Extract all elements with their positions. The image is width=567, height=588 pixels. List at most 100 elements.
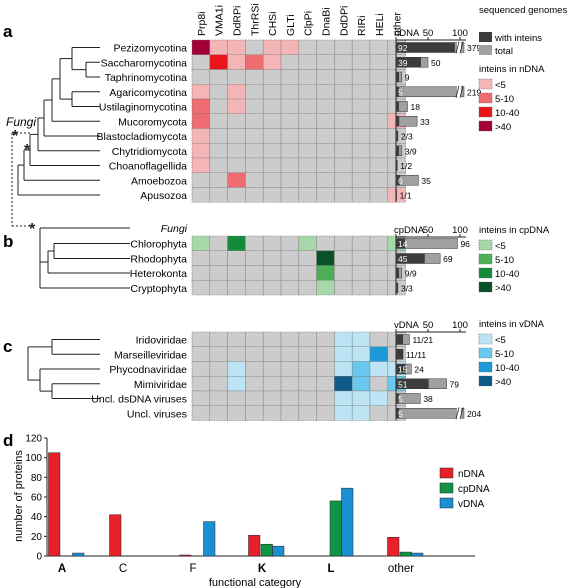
x-axis-label: functional category — [209, 577, 302, 588]
bar-tick-label: 100 — [452, 28, 468, 39]
bar-tick-label: 50 — [423, 225, 434, 236]
legend-swatch — [478, 281, 493, 293]
legend-label: 5-10 — [495, 255, 514, 266]
grid-cell — [351, 235, 371, 252]
grid-cell — [280, 83, 300, 100]
grid-cell — [209, 39, 228, 56]
bar-outer-label: 3/9 — [405, 146, 417, 156]
bar-with-inteins — [396, 268, 399, 278]
grid-cell — [334, 361, 353, 377]
grid-cell — [191, 279, 211, 296]
grid-cell — [191, 390, 211, 407]
grid-cell — [209, 375, 228, 392]
axis-break — [457, 407, 461, 420]
grid-cell — [334, 54, 353, 70]
legend-label: 10-40 — [495, 108, 519, 119]
legend-label: 5-10 — [495, 94, 514, 105]
grid-cell — [209, 250, 228, 266]
legend-swatch — [479, 32, 492, 42]
grid-cell — [262, 250, 282, 266]
grid-cell — [334, 279, 353, 296]
grid-cell — [262, 375, 282, 392]
grid-cell — [280, 187, 300, 203]
grid-cell — [298, 250, 317, 266]
grid-cell — [298, 390, 317, 407]
column-header: ThrRSi — [249, 3, 261, 36]
taxon-label: Ustilaginomycotina — [99, 102, 187, 114]
taxon-label: Saccharomycotina — [101, 57, 188, 69]
grid-cell — [298, 172, 317, 188]
grid-cell — [209, 83, 228, 100]
grid-cell — [298, 279, 317, 296]
bar-total — [395, 86, 465, 97]
legend-label: 10-40 — [495, 269, 519, 280]
grid-cell — [209, 390, 228, 407]
grid-cell — [245, 128, 264, 144]
grid-cell — [227, 361, 246, 377]
grid-cell — [298, 361, 317, 377]
grid-cell — [245, 250, 264, 266]
grid-cell — [245, 346, 264, 362]
column-header: DdRPi — [232, 6, 244, 36]
bar-with-inteins — [396, 378, 429, 389]
grid-cell — [316, 346, 335, 362]
grid-cell — [227, 375, 246, 392]
grid-cell — [369, 265, 389, 281]
x-tick-label: A — [58, 563, 66, 575]
grid-cell — [245, 187, 264, 203]
bar-header: cpDNA — [394, 225, 425, 236]
grid-cell — [262, 390, 282, 407]
grid-cell — [191, 405, 211, 421]
panel-a-label: a — [3, 22, 13, 41]
grid-cell — [209, 187, 228, 203]
grid-cell — [262, 142, 282, 159]
grid-cell — [262, 113, 282, 129]
grid-cell — [351, 172, 371, 188]
legend-title: inteins in vDNA — [479, 319, 545, 330]
bar-inner-label: 51 — [398, 379, 408, 389]
grid-cell — [191, 98, 211, 115]
axis-break-mark — [459, 85, 464, 98]
legend-label: >40 — [495, 122, 511, 133]
grid-cell — [227, 157, 246, 174]
axis-break — [457, 85, 461, 98]
column-header: ClpPi — [303, 11, 315, 36]
grid-cell — [245, 172, 264, 188]
grid-cell — [227, 235, 246, 252]
bar-cpDNA-other — [399, 551, 412, 557]
grid-cell — [369, 235, 389, 252]
grid-cell — [351, 128, 371, 144]
grid-cell — [334, 128, 353, 144]
grid-cell — [280, 128, 300, 144]
grid-cell — [227, 128, 246, 144]
grid-cell — [369, 157, 389, 174]
taxon-label: Cryptophyta — [130, 283, 187, 295]
grid-cell — [334, 405, 353, 421]
grid-cell — [369, 361, 389, 377]
grid-cell — [334, 265, 353, 281]
taxon-label: Fungi — [161, 223, 188, 235]
grid-cell — [280, 375, 300, 392]
column-header: CHSi — [267, 11, 279, 36]
grid-cell — [227, 279, 246, 296]
legend-swatch — [478, 78, 493, 90]
grid-cell — [334, 250, 353, 266]
column-header: VMA1i — [214, 5, 226, 36]
grid-cell — [227, 187, 246, 203]
bar-with-inteins — [396, 334, 404, 345]
grid-cell — [369, 187, 389, 203]
legend-title: inteins in nDNA — [479, 64, 545, 75]
y-tick-label: 120 — [25, 434, 42, 445]
grid-cell — [351, 361, 371, 377]
legend-label: >40 — [495, 283, 511, 294]
grid-cell — [245, 113, 264, 129]
legend-label: <5 — [495, 241, 506, 252]
column-header: RIRi — [356, 16, 368, 36]
grid-cell — [191, 39, 211, 56]
bar-outer-label: 1/1 — [400, 191, 412, 201]
bar-outer-label: 11/11 — [406, 350, 426, 360]
grid-cell — [351, 279, 371, 296]
grid-cell — [245, 390, 264, 407]
chart-legend-label: nDNA — [458, 469, 485, 480]
